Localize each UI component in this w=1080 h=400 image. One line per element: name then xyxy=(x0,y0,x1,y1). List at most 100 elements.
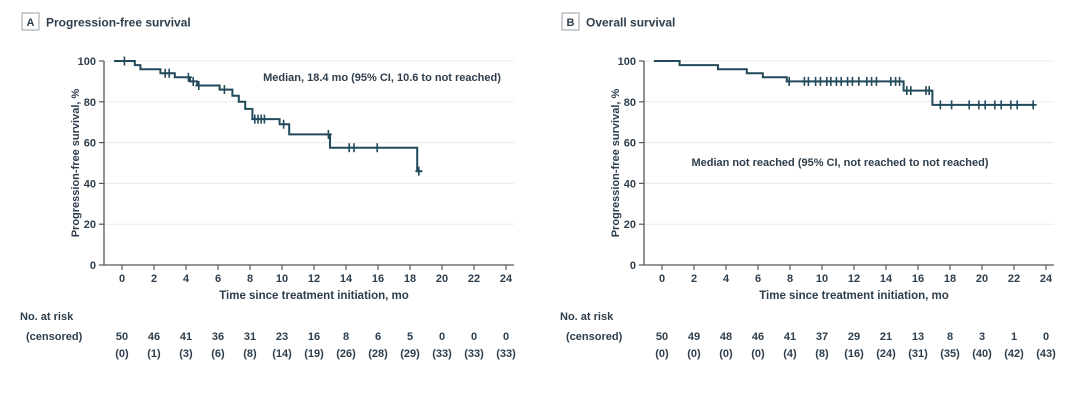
censor-mark xyxy=(195,80,203,90)
risk-at-risk-value: 50 xyxy=(656,331,668,343)
survival-curve xyxy=(114,60,422,173)
x-tick-label: 24 xyxy=(500,273,513,285)
y-tick-label: 100 xyxy=(618,56,636,68)
risk-at-risk-value: 21 xyxy=(880,331,892,343)
censor-mark xyxy=(855,76,863,86)
censor-mark xyxy=(896,76,904,86)
risk-at-risk-value: 8 xyxy=(947,331,953,343)
risk-censored-value: (0) xyxy=(655,348,669,360)
x-tick-label: 4 xyxy=(723,273,730,285)
x-tick-label: 6 xyxy=(215,273,221,285)
censor-mark xyxy=(997,100,1005,110)
risk-censored-value: (4) xyxy=(783,348,797,360)
risk-censored-value: (42) xyxy=(1004,348,1024,360)
risk-censored-value: (28) xyxy=(368,348,388,360)
y-tick-label: 0 xyxy=(90,260,96,272)
risk-censored-value: (33) xyxy=(496,348,516,360)
risk-at-risk-value: 37 xyxy=(816,331,828,343)
censor-mark xyxy=(872,76,880,86)
x-tick-label: 0 xyxy=(659,273,665,285)
censor-mark xyxy=(785,76,793,86)
risk-at-risk-value: 23 xyxy=(276,331,288,343)
risk-censored-value: (31) xyxy=(908,348,928,360)
panel-title: Overall survival xyxy=(586,16,675,30)
risk-censored-value: (24) xyxy=(876,348,896,360)
censor-mark xyxy=(189,76,197,86)
risk-at-risk-value: 0 xyxy=(1043,331,1049,343)
x-tick-label: 20 xyxy=(976,273,988,285)
risk-at-risk-value: 49 xyxy=(688,331,700,343)
risk-at-risk-value: 3 xyxy=(979,331,985,343)
risk-censored-value: (0) xyxy=(687,348,701,360)
x-tick-label: 20 xyxy=(436,273,448,285)
y-tick-label: 60 xyxy=(624,138,636,150)
x-tick-label: 8 xyxy=(787,273,793,285)
y-tick-label: 40 xyxy=(84,178,96,190)
censor-mark xyxy=(907,86,915,96)
x-tick-label: 10 xyxy=(816,273,828,285)
x-tick-label: 22 xyxy=(1008,273,1020,285)
risk-censored-value: (29) xyxy=(400,348,420,360)
y-tick-label: 60 xyxy=(84,138,96,150)
x-tick-label: 14 xyxy=(340,273,353,285)
censor-mark xyxy=(936,100,944,110)
y-tick-label: 20 xyxy=(624,219,636,231)
x-tick-label: 12 xyxy=(308,273,320,285)
risk-censored-value: (33) xyxy=(464,348,484,360)
x-tick-label: 16 xyxy=(372,273,384,285)
risk-at-risk-value: 46 xyxy=(752,331,764,343)
risk-at-risk-value: 36 xyxy=(212,331,224,343)
panel-title: Progression-free survival xyxy=(46,16,191,30)
median-annotation: Median, 18.4 mo (95% CI, 10.6 to not rea… xyxy=(263,72,501,84)
censor-mark xyxy=(415,166,423,176)
censor-mark xyxy=(1029,100,1037,110)
x-tick-label: 2 xyxy=(691,273,697,285)
x-tick-label: 4 xyxy=(183,273,190,285)
risk-at-risk-value: 5 xyxy=(407,331,413,343)
risk-censored-value: (3) xyxy=(179,348,193,360)
panel-letter: B xyxy=(567,17,575,29)
censor-mark xyxy=(350,143,358,153)
risk-at-risk-value: 16 xyxy=(308,331,320,343)
risk-censored-value: (40) xyxy=(972,348,992,360)
x-tick-label: 24 xyxy=(1040,273,1053,285)
y-tick-label: 40 xyxy=(624,178,636,190)
panel-letter-box xyxy=(21,12,40,31)
risk-censored-value: (26) xyxy=(336,348,356,360)
censor-mark xyxy=(184,72,192,82)
x-tick-label: 18 xyxy=(404,273,416,285)
x-tick-label: 18 xyxy=(944,273,956,285)
x-tick-label: 22 xyxy=(468,273,480,285)
risk-censored-value: (0) xyxy=(719,348,733,360)
y-axis-title: Progression-free survival, % xyxy=(610,89,622,238)
risk-table-label-line1: No. at risk xyxy=(20,311,74,323)
risk-at-risk-value: 8 xyxy=(343,331,349,343)
censor-mark xyxy=(1007,100,1015,110)
median-annotation: Median not reached (95% CI, not reached … xyxy=(691,157,988,169)
x-axis-title: Time since treatment initiation, mo xyxy=(219,290,409,302)
x-tick-label: 2 xyxy=(151,273,157,285)
risk-censored-value: (33) xyxy=(432,348,452,360)
x-axis-title: Time since treatment initiation, mo xyxy=(759,290,949,302)
risk-table-label-line2: (censored) xyxy=(26,331,83,343)
risk-censored-value: (6) xyxy=(211,348,225,360)
risk-at-risk-value: 6 xyxy=(375,331,381,343)
censor-mark xyxy=(324,129,332,139)
risk-at-risk-value: 13 xyxy=(912,331,924,343)
censor-mark xyxy=(848,76,856,86)
censor-mark xyxy=(260,114,268,124)
risk-at-risk-value: 31 xyxy=(244,331,256,343)
x-tick-label: 8 xyxy=(247,273,253,285)
censor-mark xyxy=(120,56,128,66)
y-tick-label: 80 xyxy=(84,97,96,109)
survival-curve xyxy=(654,60,1035,106)
risk-censored-value: (14) xyxy=(272,348,292,360)
risk-censored-value: (35) xyxy=(940,348,960,360)
risk-censored-value: (0) xyxy=(115,348,129,360)
risk-at-risk-value: 29 xyxy=(848,331,860,343)
y-axis-title: Progression-free survival, % xyxy=(70,89,82,238)
x-tick-label: 12 xyxy=(848,273,860,285)
